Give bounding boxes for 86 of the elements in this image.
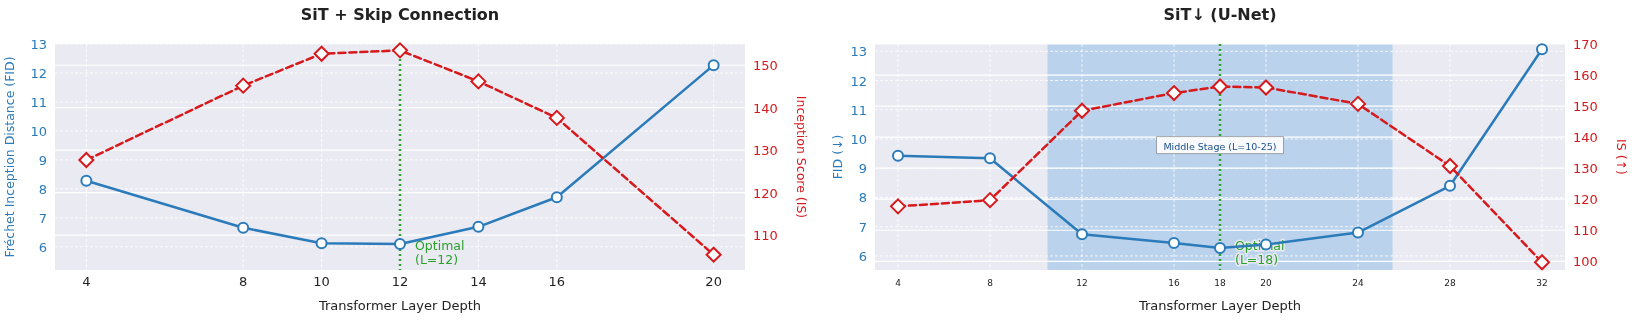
y-tick-label: 10 — [30, 123, 47, 139]
x-tick-label: 16 — [1168, 278, 1180, 288]
y2-tick-label: 130 — [753, 143, 778, 159]
y2-tick-label: 100 — [1573, 254, 1598, 270]
x-tick-label: 20 — [705, 274, 722, 289]
point — [472, 220, 485, 233]
y2-axis-title: Inception Score (IS) — [794, 95, 809, 219]
point — [892, 149, 904, 162]
y-tick-label: 7 — [858, 219, 867, 235]
x-axis-title: Transformer Layer Depth — [317, 298, 482, 313]
y2-tick-label: 170 — [1573, 37, 1598, 52]
y-tick-label: 11 — [30, 94, 47, 110]
point — [235, 77, 252, 94]
x-tick-label: 20 — [1260, 278, 1272, 288]
ref-line-label: Optimal (L=12) — [415, 238, 465, 267]
x-tick-label: 4 — [895, 278, 902, 288]
chart-title: SiT + Skip Connection — [300, 5, 500, 24]
y-tick-label: 11 — [850, 102, 867, 118]
y-tick-label: 7 — [38, 210, 47, 226]
x-tick-label: 24 — [1352, 278, 1364, 288]
y2-tick-label: 130 — [1573, 161, 1598, 177]
point — [1214, 242, 1226, 255]
point — [394, 237, 406, 250]
x-tick-label: 10 — [313, 274, 330, 289]
x-axis-title: Transformer Layer Depth — [1137, 298, 1302, 313]
x-tick-label: 32 — [1536, 278, 1548, 288]
point — [313, 45, 330, 62]
chart-title: SiT↓ (U-Net) — [1163, 5, 1277, 24]
y-tick-label: 13 — [30, 37, 47, 52]
point — [1536, 43, 1548, 56]
x-tick-label: 12 — [1076, 278, 1088, 288]
point — [392, 42, 408, 59]
point — [1352, 226, 1364, 239]
point — [1212, 78, 1228, 95]
point — [1444, 179, 1456, 192]
point — [1442, 158, 1458, 174]
y2-tick-label: 110 — [753, 228, 778, 244]
point — [550, 191, 563, 204]
point — [1166, 85, 1182, 102]
point — [1076, 228, 1088, 241]
point — [80, 174, 93, 187]
point — [1258, 79, 1274, 96]
point — [982, 192, 998, 209]
y2-tick-label: 120 — [753, 185, 778, 201]
point — [705, 246, 722, 263]
y2-axis-title: IS (↑) — [1614, 139, 1629, 175]
point — [1350, 95, 1366, 112]
point — [548, 109, 565, 126]
point — [984, 152, 996, 165]
point — [890, 198, 906, 215]
point — [78, 151, 95, 168]
y-axis-title: Fréchet Inception Distance (FID) — [2, 56, 17, 258]
y-tick-label: 8 — [858, 190, 867, 206]
y2-tick-label: 160 — [1573, 68, 1598, 84]
x-tick-label: 4 — [82, 274, 91, 289]
x-tick-label: 16 — [548, 274, 566, 289]
y2-tick-label: 120 — [1573, 192, 1598, 208]
y2-tick-label: 110 — [1573, 223, 1598, 239]
y-tick-label: 12 — [30, 65, 47, 81]
x-tick-label: 8 — [987, 278, 994, 288]
x-tick-label: 12 — [391, 274, 409, 289]
point — [1534, 254, 1550, 271]
y-tick-label: 6 — [38, 239, 47, 255]
y-tick-label: 9 — [858, 161, 867, 177]
point — [1074, 102, 1090, 119]
x-tick-label: 14 — [470, 274, 487, 289]
y2-tick-label: 140 — [753, 100, 778, 116]
point — [1168, 237, 1180, 250]
x-tick-label: 28 — [1444, 278, 1456, 288]
y2-tick-label: 150 — [1573, 99, 1598, 115]
point — [707, 59, 720, 72]
y-tick-label: 6 — [858, 248, 867, 264]
y2-tick-label: 150 — [753, 58, 778, 74]
y-tick-label: 10 — [850, 132, 867, 148]
y-tick-label: 9 — [38, 152, 47, 168]
point — [470, 73, 487, 90]
y2-tick-label: 140 — [1573, 130, 1598, 146]
y-axis-title: FID (↓) — [830, 134, 845, 180]
band-label: Middle Stage (L=10-25) — [1163, 140, 1277, 152]
y-tick-label: 12 — [850, 73, 867, 89]
point — [237, 221, 250, 234]
y-tick-label: 8 — [38, 181, 47, 197]
x-tick-label: 8 — [239, 274, 248, 289]
y-tick-label: 13 — [850, 44, 867, 60]
x-tick-label: 18 — [1214, 278, 1226, 288]
point — [315, 237, 328, 250]
